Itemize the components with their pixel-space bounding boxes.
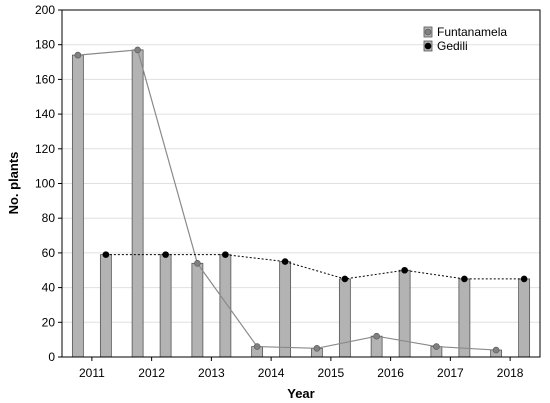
marker-gedili-2017 bbox=[461, 275, 468, 283]
x-tick-label: 2014 bbox=[258, 366, 285, 380]
bar-gedili-2014 bbox=[279, 261, 292, 358]
y-axis-title: No. plants bbox=[6, 152, 21, 215]
y-tick-label: 140 bbox=[35, 107, 55, 121]
bar-gedili-2018 bbox=[518, 278, 531, 358]
bar-gedili-2016 bbox=[398, 269, 411, 358]
series-lines bbox=[74, 46, 528, 354]
bar-gedili-2015 bbox=[338, 278, 351, 358]
x-tick-label: 2012 bbox=[138, 366, 165, 380]
marker-gedili-2018 bbox=[520, 275, 528, 283]
marker-gedili-2012 bbox=[162, 251, 169, 258]
x-axis-title: Year bbox=[287, 386, 314, 401]
marker-funtanamela-2015 bbox=[313, 345, 321, 352]
y-tick-label: 80 bbox=[42, 211, 56, 225]
x-tick-label: 2016 bbox=[377, 366, 404, 380]
marker-funtanamela-2017 bbox=[433, 343, 440, 350]
x-tick-label: 2017 bbox=[437, 366, 464, 380]
legend-marker-funtanamela bbox=[424, 28, 432, 36]
marker-funtanamela-2013 bbox=[194, 260, 201, 267]
bar-gedili-2013 bbox=[219, 254, 232, 358]
marker-funtanamela-2014 bbox=[253, 343, 261, 350]
x-tick-label: 2013 bbox=[198, 366, 225, 380]
bar-gedili-2011 bbox=[99, 254, 112, 358]
bar-funtanamela-2012 bbox=[131, 49, 144, 358]
marker-gedili-2011 bbox=[102, 251, 110, 258]
x-tick-label: 2015 bbox=[318, 366, 345, 380]
y-tick-label: 160 bbox=[35, 72, 55, 86]
y-tick-label: 0 bbox=[48, 350, 55, 364]
legend-label-gedili: Gedili bbox=[437, 39, 468, 53]
marker-gedili-2013 bbox=[222, 251, 229, 258]
bar-gedili-2017 bbox=[458, 278, 471, 358]
bar-funtanamela-2011 bbox=[71, 54, 84, 358]
marker-funtanamela-2012 bbox=[134, 46, 141, 54]
marker-funtanamela-2016 bbox=[373, 332, 380, 340]
legend: Funtanamela Gedili bbox=[423, 25, 507, 53]
marker-gedili-2015 bbox=[341, 275, 349, 283]
x-tick-label: 2018 bbox=[497, 366, 524, 380]
marker-funtanamela-2018 bbox=[492, 346, 500, 354]
x-tick-label: 2011 bbox=[79, 366, 105, 380]
y-tick-label: 120 bbox=[35, 142, 55, 156]
y-tick-label: 200 bbox=[35, 3, 55, 17]
axes: 0 20 40 60 80 100 120 140 160 180 200 2011 2012 2013 2… bbox=[35, 3, 541, 380]
marker-funtanamela-2011 bbox=[74, 51, 82, 59]
bar-gedili-2012 bbox=[159, 254, 172, 358]
y-tick-label: 60 bbox=[42, 246, 56, 260]
bar-funtanamela-2013 bbox=[191, 262, 204, 358]
line-funtanamela bbox=[77, 49, 497, 351]
y-tick-label: 40 bbox=[42, 281, 56, 295]
plot-frame bbox=[61, 9, 541, 358]
y-tick-label: 100 bbox=[35, 177, 55, 191]
legend-marker-gedili bbox=[424, 42, 432, 50]
y-tick-label: 20 bbox=[42, 315, 56, 329]
line-gedili bbox=[105, 254, 525, 280]
bars bbox=[71, 49, 531, 358]
marker-gedili-2014 bbox=[281, 258, 289, 265]
marker-gedili-2016 bbox=[401, 266, 408, 274]
legend-label-funtanamela: Funtanamela bbox=[437, 25, 507, 39]
y-tick-label: 180 bbox=[35, 38, 55, 52]
